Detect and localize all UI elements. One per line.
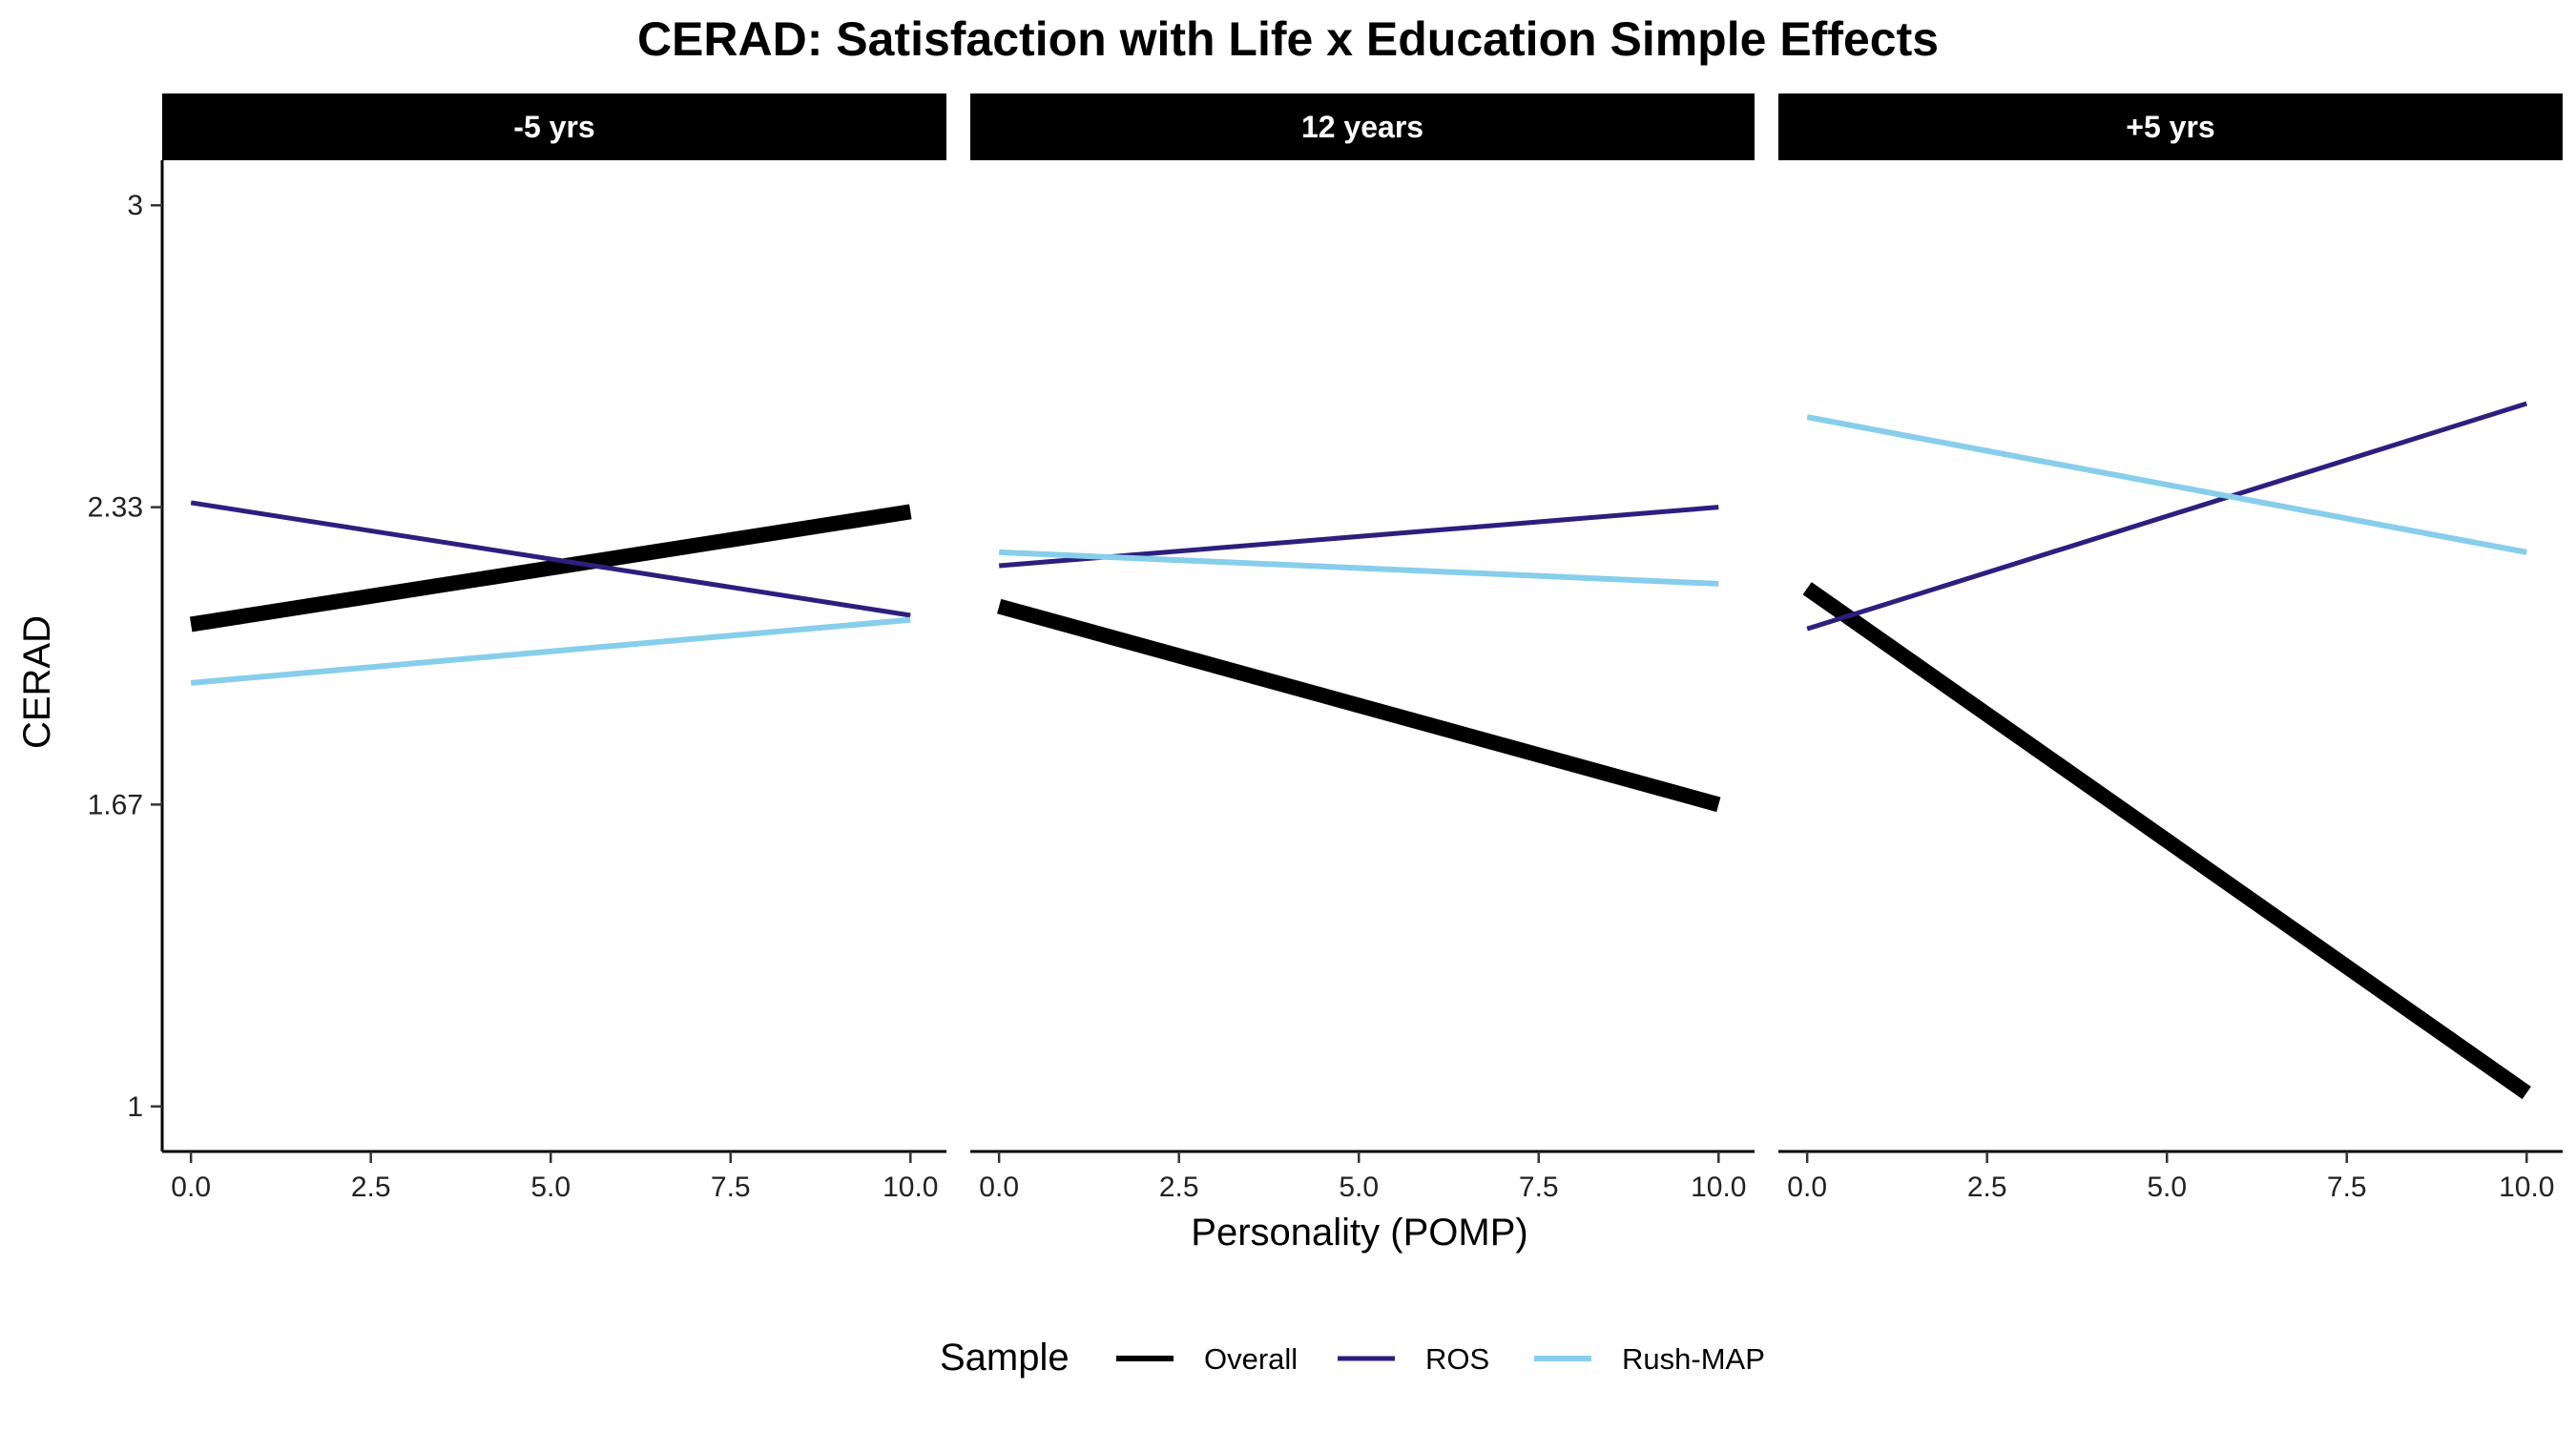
facet-panels: -5 yrs 0.0 2.5 5.0 7.5 10.0 12 years 0.0 2.5 5.0 7…: [162, 93, 2563, 1203]
legend-title: Sample: [940, 1337, 1070, 1379]
x-tick-label: 5.0: [530, 1172, 571, 1203]
strip-label-12-years: 12 years: [1301, 110, 1423, 144]
y-tick-label: 1: [127, 1091, 143, 1123]
x-tick-label: 5.0: [1339, 1172, 1379, 1203]
y-axis: 1 1.67 2.33 3: [88, 160, 164, 1151]
strip-5-yrs: [1778, 93, 2563, 160]
y-tick-label: 3: [127, 190, 143, 221]
y-axis-title: CERAD: [16, 615, 58, 749]
x-tick-label: 7.5: [1519, 1172, 1559, 1203]
strip-5-yrs: [162, 93, 946, 160]
series-line-overall-5-yrs: [189, 504, 912, 633]
x-tick-label: 2.5: [351, 1172, 391, 1203]
y-tick-label: 1.67: [88, 789, 143, 820]
chart-title: CERAD: Satisfaction with Life x Educatio…: [637, 12, 1939, 66]
panel-5-yrs: -5 yrs 0.0 2.5 5.0 7.5 10.0: [162, 93, 946, 1203]
strip-label-5-yrs: +5 yrs: [2126, 110, 2214, 144]
series-line-overall-12-years: [997, 598, 1721, 813]
x-tick-label: 0.0: [979, 1172, 1019, 1203]
x-axis-title: Personality (POMP): [1191, 1212, 1527, 1254]
series-line-rush-map-5-yrs: [190, 616, 911, 686]
x-tick-label: 7.5: [711, 1172, 751, 1203]
panel-12-years: 12 years 0.0 2.5 5.0 7.5 10.0: [970, 93, 1755, 1203]
x-tick-label: 0.0: [1787, 1172, 1827, 1203]
panel-5-yrs: +5 yrs 0.0 2.5 5.0 7.5 10.0: [1778, 93, 2563, 1203]
series-line-rush-map-12-years: [999, 549, 1719, 587]
x-tick-label: 10.0: [2499, 1172, 2554, 1203]
x-tick-label: 7.5: [2327, 1172, 2367, 1203]
x-tick-label: 0.0: [171, 1172, 211, 1203]
legend-label-rush-map: Rush-MAP: [1622, 1342, 1765, 1376]
x-tick-label: 10.0: [883, 1172, 938, 1203]
series-line-rush-map-5-yrs: [1806, 414, 2527, 555]
x-tick-label: 2.5: [1967, 1172, 2007, 1203]
series-line-ros-5-yrs: [190, 500, 911, 618]
strip-label-5-yrs: -5 yrs: [513, 110, 594, 144]
x-tick-label: 10.0: [1691, 1172, 1746, 1203]
strip-12-years: [970, 93, 1755, 160]
x-tick-label: 5.0: [2147, 1172, 2187, 1203]
legend-label-ros: ROS: [1425, 1342, 1489, 1376]
series-line-ros-5-yrs: [1806, 401, 2528, 632]
x-tick-label: 2.5: [1159, 1172, 1199, 1203]
legend-label-overall: Overall: [1204, 1342, 1298, 1376]
series-line-overall-5-yrs: [1802, 582, 2531, 1100]
legend: Sample Overall ROS Rush-MAP: [940, 1337, 1765, 1379]
y-tick-label: 2.33: [88, 492, 143, 524]
